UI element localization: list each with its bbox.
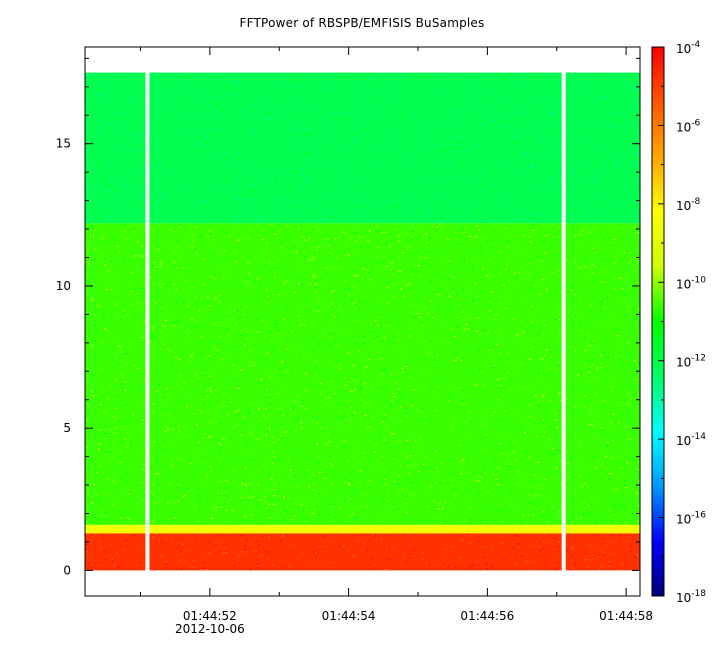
colorbar-tick-label: 10-6 bbox=[676, 118, 701, 134]
data-gap-1 bbox=[145, 71, 150, 572]
data-gap-2 bbox=[561, 71, 566, 572]
x-tick-label: 01:44:58 bbox=[599, 609, 653, 623]
heatmap-band-4 bbox=[85, 533, 640, 571]
x-tick-label: 01:44:52 bbox=[183, 609, 237, 623]
colorbar-tick-label: 10-10 bbox=[676, 275, 706, 291]
plot-frame bbox=[84, 46, 641, 597]
heatmap-band-3 bbox=[85, 524, 640, 534]
heatmap-speckle bbox=[85, 72, 640, 571]
colorbar-tick-label: 10-8 bbox=[676, 197, 701, 213]
x-tick-label: 01:44:54 bbox=[322, 609, 376, 623]
y-tick-label: 0 bbox=[63, 563, 71, 577]
colorbar-tick-label: 10-18 bbox=[676, 589, 706, 605]
x-tick-label: 01:44:56 bbox=[460, 609, 514, 623]
chart-title: FFTPower of RBSPB/EMFISIS BuSamples bbox=[239, 16, 485, 30]
y-axis: 0 5 10 15 bbox=[56, 57, 640, 577]
colorbar-tick-label: 10-16 bbox=[676, 511, 706, 527]
plot-area bbox=[84, 46, 641, 597]
y-tick-label: 15 bbox=[56, 137, 71, 151]
y-tick-label: 10 bbox=[56, 279, 71, 293]
colorbar-tick-label: 10-12 bbox=[676, 354, 706, 370]
heatmap-band-1 bbox=[85, 72, 640, 224]
x-axis: 01:44:52 01:44:54 01:44:56 01:44:58 2012-10-… bbox=[140, 47, 653, 636]
y-tick-label: 5 bbox=[63, 421, 71, 435]
colorbar-tick-label: 10-14 bbox=[676, 432, 706, 448]
colorbar: 10-4 10-6 10-8 10-10 10-12 10-14 10-16 10-18 bbox=[651, 40, 706, 605]
date-label: 2012-10-06 bbox=[175, 622, 245, 636]
colorbar-tick-label: 10-4 bbox=[676, 40, 701, 56]
